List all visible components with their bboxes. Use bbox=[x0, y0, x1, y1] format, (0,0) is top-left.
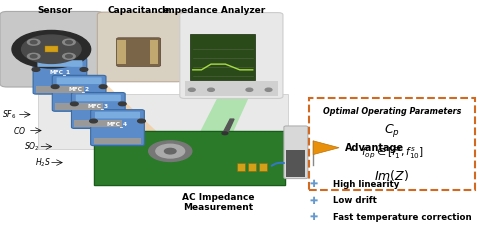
Polygon shape bbox=[196, 96, 250, 139]
Circle shape bbox=[188, 88, 195, 91]
FancyBboxPatch shape bbox=[33, 58, 87, 94]
Text: Optimal Operating Parameters: Optimal Operating Parameters bbox=[323, 106, 461, 116]
Polygon shape bbox=[38, 94, 288, 149]
Circle shape bbox=[100, 85, 107, 88]
Polygon shape bbox=[313, 141, 339, 155]
Circle shape bbox=[90, 119, 98, 123]
Circle shape bbox=[66, 55, 72, 58]
Text: Sensor: Sensor bbox=[38, 6, 72, 15]
FancyBboxPatch shape bbox=[190, 34, 255, 80]
Circle shape bbox=[80, 68, 88, 71]
FancyBboxPatch shape bbox=[0, 11, 103, 87]
Text: MFC_2: MFC_2 bbox=[68, 86, 89, 92]
FancyBboxPatch shape bbox=[72, 93, 125, 128]
FancyBboxPatch shape bbox=[95, 112, 140, 118]
Text: $H_2S$: $H_2S$ bbox=[34, 156, 50, 169]
FancyBboxPatch shape bbox=[56, 77, 102, 84]
Circle shape bbox=[246, 88, 252, 91]
Circle shape bbox=[148, 141, 192, 161]
FancyBboxPatch shape bbox=[284, 126, 308, 179]
Text: $SF_6$: $SF_6$ bbox=[2, 108, 16, 121]
Text: Fast temperature correction: Fast temperature correction bbox=[334, 213, 472, 222]
FancyBboxPatch shape bbox=[76, 95, 121, 101]
FancyBboxPatch shape bbox=[55, 103, 103, 110]
Circle shape bbox=[62, 39, 75, 45]
FancyBboxPatch shape bbox=[44, 46, 58, 52]
FancyBboxPatch shape bbox=[90, 110, 144, 146]
FancyBboxPatch shape bbox=[286, 150, 306, 177]
FancyBboxPatch shape bbox=[52, 75, 106, 111]
Text: ✚: ✚ bbox=[309, 179, 317, 189]
FancyBboxPatch shape bbox=[259, 163, 266, 171]
Text: MFC_4: MFC_4 bbox=[107, 121, 128, 127]
Circle shape bbox=[22, 35, 81, 63]
Text: ✚: ✚ bbox=[309, 196, 317, 206]
Text: AC Impedance
Measurement: AC Impedance Measurement bbox=[182, 193, 254, 212]
Text: Low drift: Low drift bbox=[334, 196, 377, 205]
FancyBboxPatch shape bbox=[150, 40, 158, 64]
Circle shape bbox=[30, 41, 37, 44]
Circle shape bbox=[118, 102, 126, 106]
Circle shape bbox=[32, 68, 40, 71]
Text: $SO_2$: $SO_2$ bbox=[24, 140, 40, 153]
Text: Advantage: Advantage bbox=[346, 143, 405, 153]
Text: MFC_3: MFC_3 bbox=[88, 104, 109, 109]
Circle shape bbox=[30, 55, 37, 58]
Circle shape bbox=[12, 30, 90, 68]
FancyBboxPatch shape bbox=[248, 163, 256, 171]
Circle shape bbox=[156, 144, 184, 158]
Circle shape bbox=[62, 53, 75, 59]
Text: High linearity: High linearity bbox=[334, 180, 400, 189]
Circle shape bbox=[28, 53, 40, 59]
FancyBboxPatch shape bbox=[117, 40, 126, 64]
FancyBboxPatch shape bbox=[184, 81, 278, 96]
Circle shape bbox=[138, 119, 145, 123]
Circle shape bbox=[222, 132, 228, 135]
FancyBboxPatch shape bbox=[94, 138, 142, 144]
FancyBboxPatch shape bbox=[98, 12, 183, 82]
Text: Capacitance: Capacitance bbox=[108, 6, 170, 15]
Circle shape bbox=[66, 41, 72, 44]
FancyBboxPatch shape bbox=[36, 86, 84, 93]
Circle shape bbox=[28, 39, 40, 45]
Circle shape bbox=[52, 85, 59, 88]
Circle shape bbox=[70, 102, 78, 106]
FancyBboxPatch shape bbox=[180, 13, 283, 98]
Text: $\mathit{Im(Z)}$: $\mathit{Im(Z)}$ bbox=[374, 168, 410, 183]
Text: $\mathit{f_{op} \in [f_1^a, f_{10}^s]}$: $\mathit{f_{op} \in [f_1^a, f_{10}^s]}$ bbox=[360, 146, 424, 161]
Polygon shape bbox=[223, 119, 234, 133]
Text: MFC_1: MFC_1 bbox=[50, 69, 70, 75]
Text: $\mathit{C_p}$: $\mathit{C_p}$ bbox=[384, 122, 400, 139]
Circle shape bbox=[164, 148, 176, 154]
FancyBboxPatch shape bbox=[238, 163, 245, 171]
Text: ✚: ✚ bbox=[309, 212, 317, 222]
Text: Impedance Analyzer: Impedance Analyzer bbox=[162, 6, 265, 15]
Polygon shape bbox=[50, 84, 158, 133]
FancyBboxPatch shape bbox=[38, 60, 82, 67]
Circle shape bbox=[265, 88, 272, 91]
Text: $CO$: $CO$ bbox=[14, 125, 26, 136]
Polygon shape bbox=[94, 131, 286, 185]
FancyBboxPatch shape bbox=[116, 38, 160, 66]
Circle shape bbox=[208, 88, 214, 91]
FancyBboxPatch shape bbox=[74, 120, 122, 127]
